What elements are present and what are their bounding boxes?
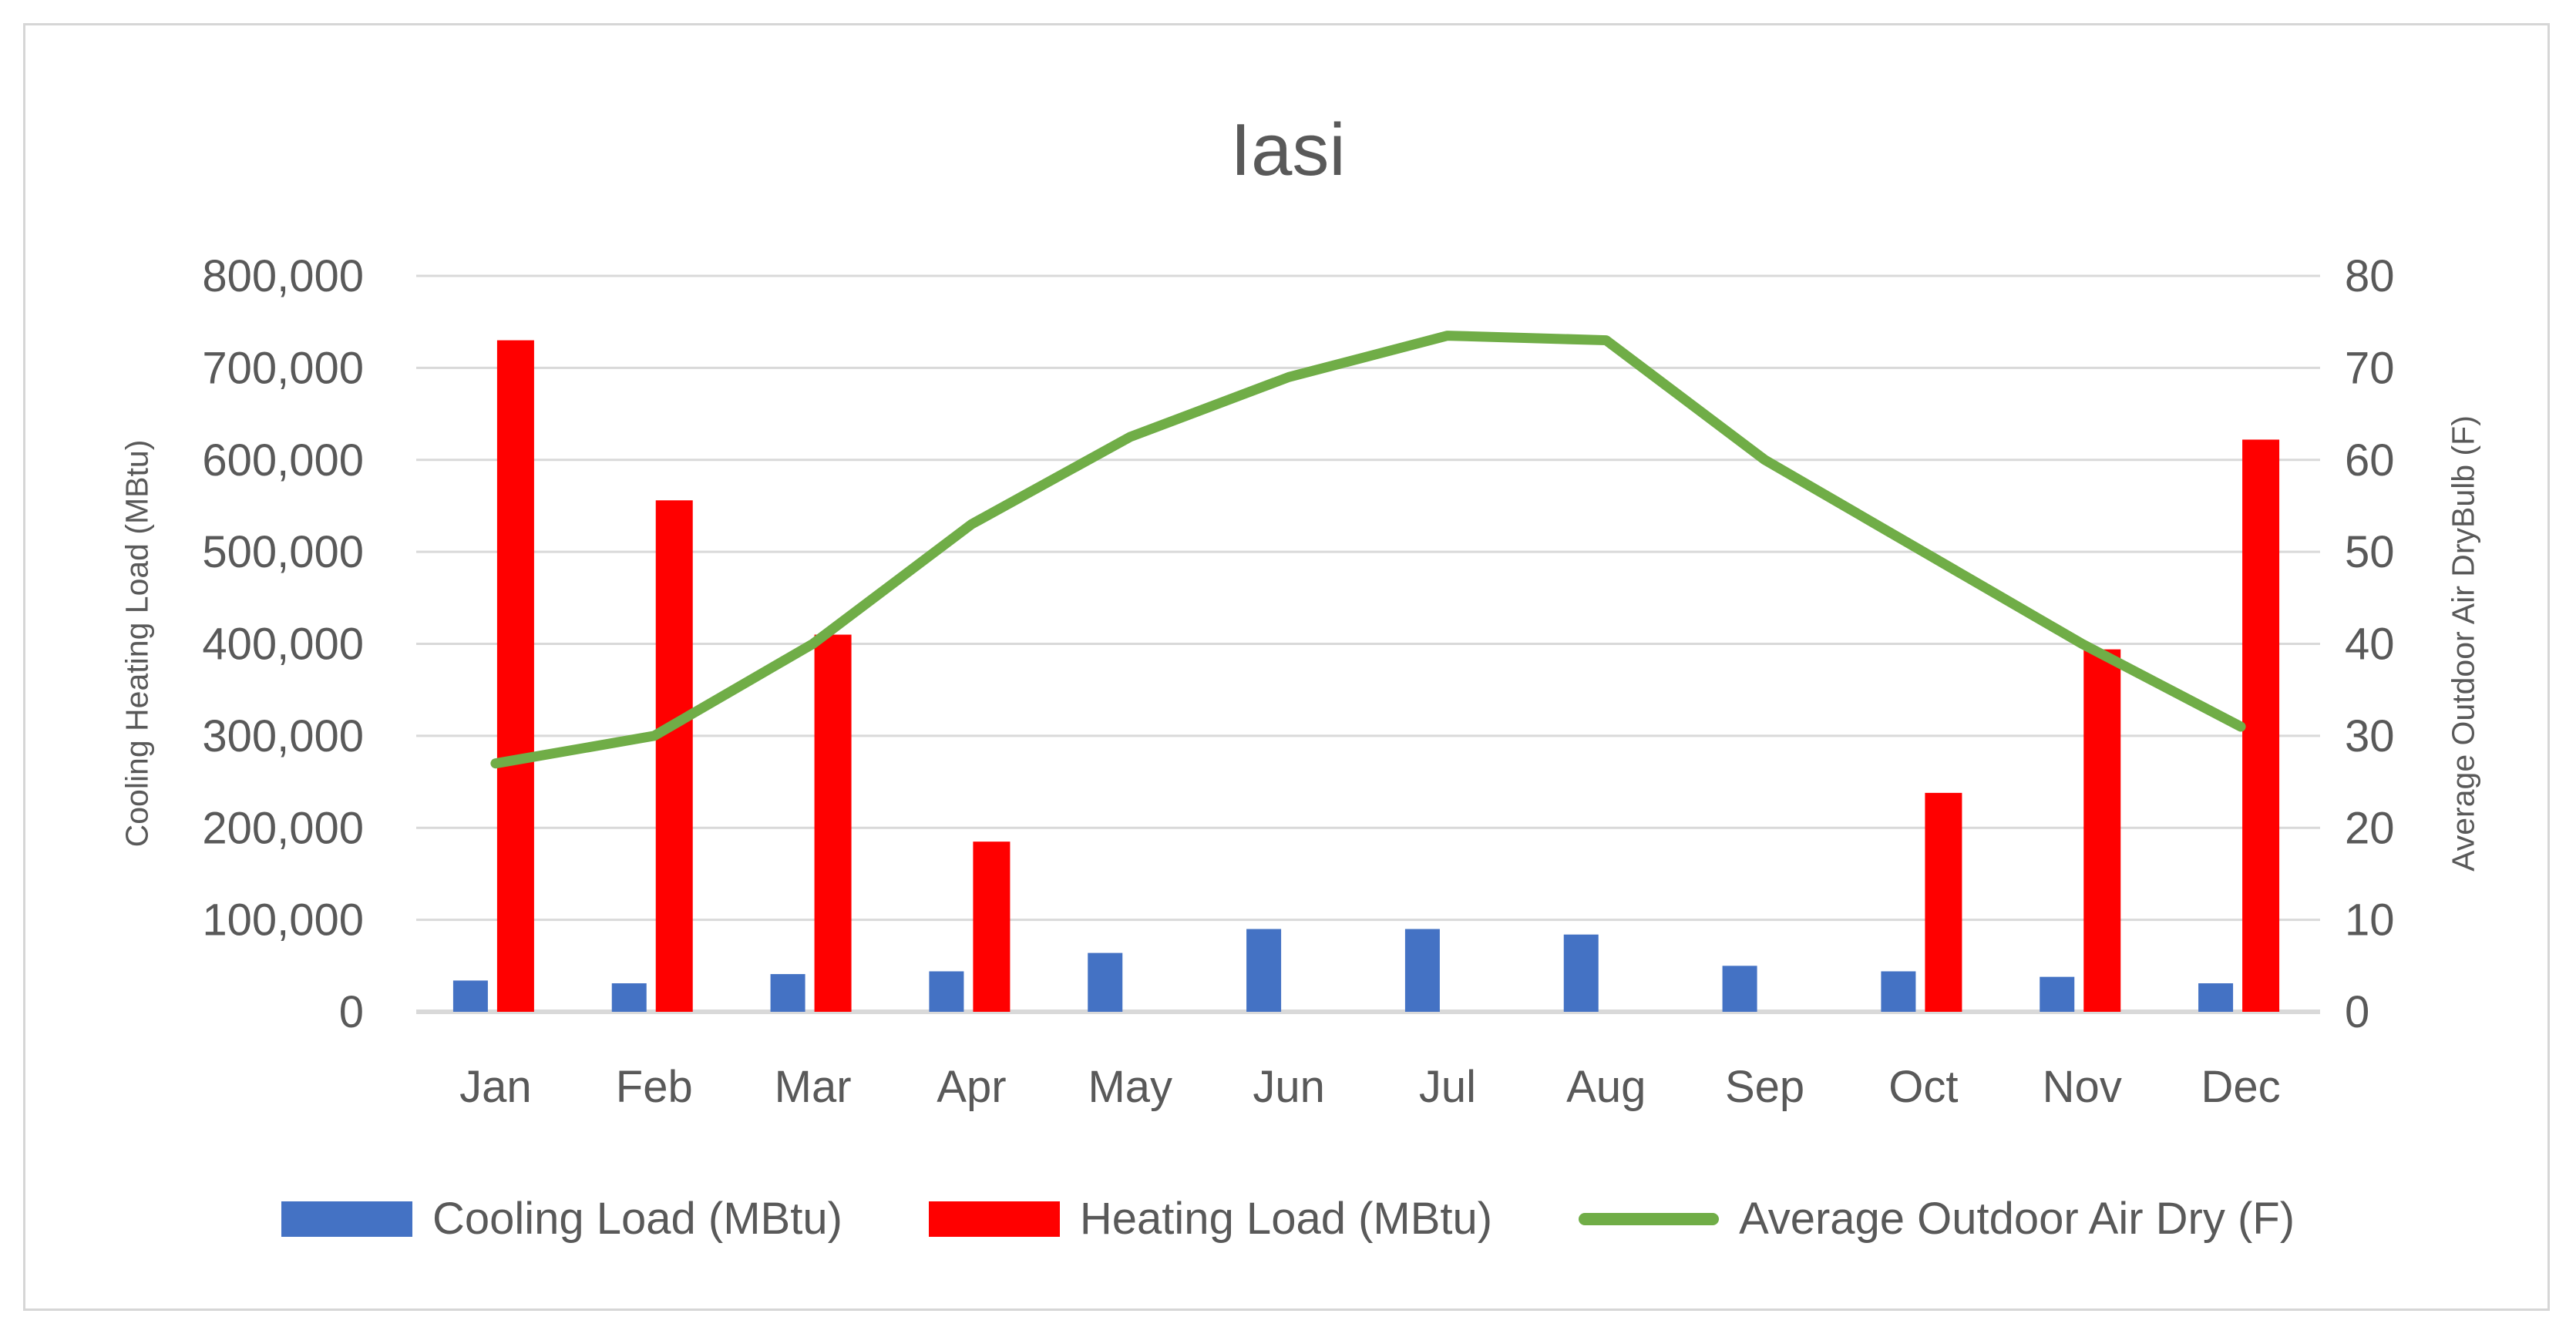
heating-swatch-icon — [928, 1201, 1060, 1237]
legend-item-heating: Heating Load (MBtu) — [928, 1193, 1493, 1245]
right-axis-tick-label: 40 — [2345, 620, 2395, 670]
right-axis-tick-label: 20 — [2345, 803, 2395, 853]
cooling-bar — [770, 974, 805, 1012]
cooling-bar — [611, 983, 647, 1012]
heating-bar — [814, 634, 852, 1012]
x-axis-tick-label: Oct — [1888, 1062, 1958, 1112]
cooling-bar — [2040, 976, 2075, 1012]
legend: Cooling Load (MBtu) Heating Load (MBtu) … — [0, 1193, 2576, 1245]
x-axis-tick-label: Apr — [937, 1062, 1006, 1112]
legend-item-temperature: Average Outdoor Air Dry (F) — [1579, 1193, 2295, 1245]
left-axis-tick-label: 800,000 — [202, 251, 364, 301]
legend-item-cooling: Cooling Load (MBtu) — [281, 1193, 842, 1245]
left-axis-tick-label: 700,000 — [202, 343, 364, 393]
x-axis-tick-label: Aug — [1566, 1062, 1646, 1112]
right-axis-tick-label: 50 — [2345, 527, 2395, 577]
chart-border-frame — [23, 23, 2550, 1311]
x-axis-tick-label: Jul — [1419, 1062, 1476, 1112]
cooling-bar — [1722, 966, 1757, 1012]
right-axis-title: Average Outdoor Air DryBulb (F) — [2445, 415, 2481, 872]
right-axis-tick-label: 10 — [2345, 895, 2395, 946]
cooling-bar — [1088, 952, 1123, 1012]
cooling-bar — [1246, 929, 1282, 1012]
x-axis-tick-label: Jun — [1253, 1062, 1325, 1112]
right-axis-tick-label: 80 — [2345, 251, 2395, 301]
x-axis-tick-label: Sep — [1725, 1062, 1804, 1112]
right-axis-tick-label: 70 — [2345, 343, 2395, 393]
heating-bar — [496, 340, 534, 1012]
heating-bar — [973, 842, 1011, 1012]
left-axis-tick-label: 0 — [339, 987, 364, 1037]
temperature-line-swatch-icon — [1579, 1212, 1720, 1225]
heating-bar — [2242, 439, 2280, 1012]
left-axis-tick-label: 600,000 — [202, 435, 364, 485]
right-axis-tick-label: 30 — [2345, 711, 2395, 761]
x-axis-tick-label: May — [1088, 1062, 1172, 1112]
heating-bar — [2083, 649, 2121, 1012]
cooling-swatch-icon — [281, 1201, 412, 1237]
legend-label-cooling: Cooling Load (MBtu) — [432, 1194, 842, 1244]
cooling-bar — [1404, 929, 1440, 1012]
heating-bar — [655, 500, 693, 1012]
legend-label-temperature: Average Outdoor Air Dry (F) — [1739, 1194, 2295, 1244]
cooling-bar — [452, 980, 488, 1012]
left-axis-title: Cooling Heating Load (MBtu) — [119, 439, 155, 848]
left-axis-tick-label: 100,000 — [202, 895, 364, 946]
left-axis-tick-label: 200,000 — [202, 803, 364, 853]
x-axis-tick-label: Mar — [775, 1062, 852, 1112]
x-axis-tick-label: Feb — [616, 1062, 693, 1112]
x-axis-tick-label: Nov — [2043, 1062, 2122, 1112]
legend-label-heating: Heating Load (MBtu) — [1079, 1194, 1493, 1244]
right-axis-tick-label: 60 — [2345, 435, 2395, 485]
x-axis-tick-label: Dec — [2201, 1062, 2281, 1112]
cooling-bar — [929, 971, 964, 1012]
left-axis-tick-label: 400,000 — [202, 620, 364, 670]
left-axis-tick-label: 300,000 — [202, 711, 364, 761]
temperature-line — [490, 331, 2246, 769]
cooling-bar — [2198, 983, 2234, 1012]
heating-bar — [1925, 792, 1962, 1012]
left-axis-tick-label: 500,000 — [202, 527, 364, 577]
cooling-bar — [1881, 971, 1916, 1012]
cooling-bar — [1563, 934, 1599, 1012]
chart-title: Iasi — [1230, 109, 1346, 191]
x-axis-tick-label: Jan — [459, 1062, 532, 1112]
right-axis-tick-label: 0 — [2345, 987, 2369, 1037]
